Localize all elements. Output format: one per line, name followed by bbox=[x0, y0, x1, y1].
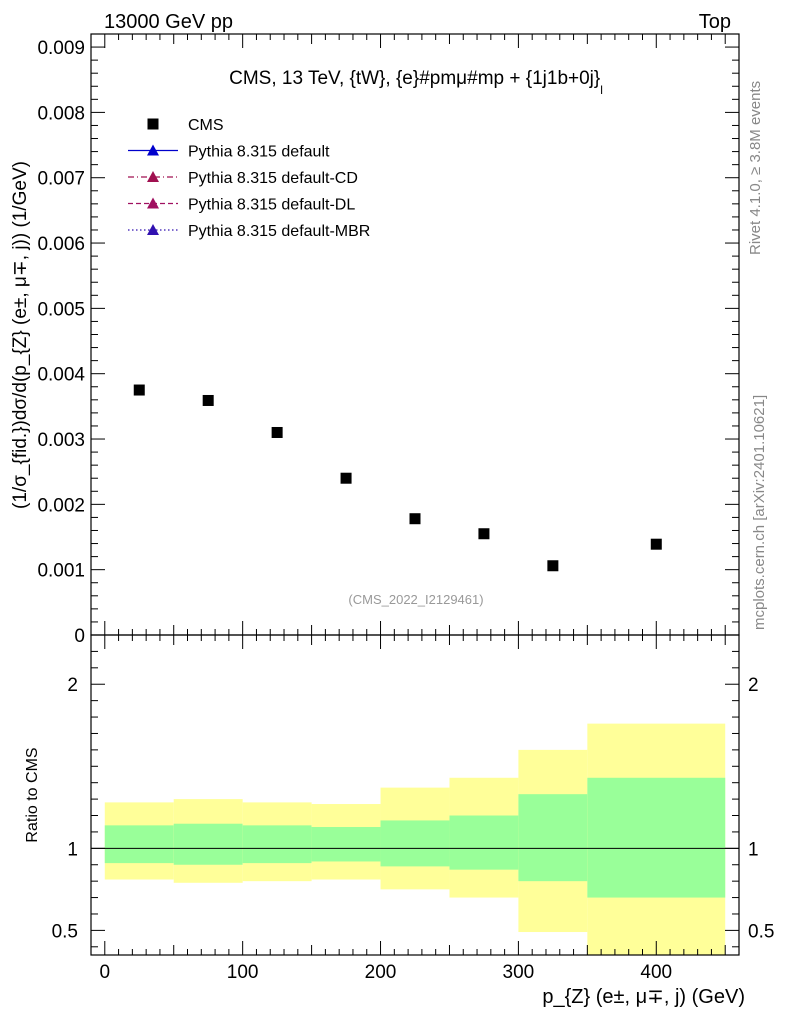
ratio-y-tick-label-right: 1 bbox=[748, 839, 759, 860]
data-point bbox=[340, 472, 352, 484]
data-point bbox=[202, 394, 214, 406]
ratio-frame bbox=[90, 634, 740, 956]
main-panel: 0 0.001 0.002 0.003 0.004 0.005 0.006 0.007 0.00… bbox=[10, 33, 740, 647]
main-y-tick-label: 0.004 bbox=[37, 365, 85, 386]
x-axis-label: p_{Z} (e±, μ∓, j) (GeV) bbox=[542, 986, 745, 1008]
main-y-tick-label: 0 bbox=[74, 626, 85, 647]
main-y-tick-label: 0.006 bbox=[37, 234, 85, 255]
main-y-axis-label: (1/σ_{fid.})dσ/d(p_{Z} (e±, μ∓, j)) (1/G… bbox=[10, 161, 31, 509]
x-tick-label: 300 bbox=[503, 962, 535, 983]
main-y-tick-label: 0.009 bbox=[37, 38, 85, 59]
x-tick-label: 0 bbox=[99, 962, 110, 983]
ratio-inner-band bbox=[380, 820, 450, 867]
x-tick-label: 200 bbox=[365, 962, 397, 983]
analysis-watermark: (CMS_2022_I2129461) bbox=[348, 592, 483, 607]
data-point bbox=[650, 538, 662, 550]
data-point bbox=[409, 513, 421, 525]
legend-marker-triangle bbox=[147, 197, 159, 209]
ratio-y-tick-label-right: 2 bbox=[748, 675, 759, 696]
ratio-inner-band bbox=[173, 823, 243, 865]
legend-label: Pythia 8.315 default-CD bbox=[188, 170, 358, 187]
header-right: Top bbox=[699, 11, 731, 33]
legend-label: CMS bbox=[188, 117, 224, 134]
main-y-ticks: 0 0.001 0.002 0.003 0.004 0.005 0.006 0.007 0.00… bbox=[37, 38, 739, 647]
ratio-y-tick-label: 0.5 bbox=[52, 921, 78, 942]
ratio-panel: 0.5 0.5 1 1 2 2 0 100 200 300 400 Ratio to CMS p_… bbox=[24, 634, 774, 1008]
legend-marker-triangle bbox=[147, 144, 159, 156]
legend-marker-square bbox=[147, 118, 159, 130]
main-y-tick-label: 0.007 bbox=[37, 169, 85, 190]
ratio-y-tick-label: 1 bbox=[67, 839, 78, 860]
legend-label: Pythia 8.315 default bbox=[188, 144, 330, 161]
ratio-inner-band bbox=[104, 825, 174, 864]
main-y-tick-label: 0.005 bbox=[37, 299, 85, 320]
x-tick-label: 100 bbox=[227, 962, 259, 983]
ratio-inner-band bbox=[587, 777, 726, 898]
main-y-tick-label: 0.002 bbox=[37, 495, 85, 516]
ratio-inner-band bbox=[311, 827, 381, 862]
ratio-y-tick-label-right: 0.5 bbox=[748, 921, 774, 942]
ratio-x-ticks: 0 100 200 300 400 bbox=[99, 635, 726, 983]
main-y-tick-label: 0.003 bbox=[37, 430, 85, 451]
ratio-bands bbox=[104, 723, 726, 955]
ratio-inner-band bbox=[242, 825, 312, 864]
x-tick-label: 400 bbox=[640, 962, 672, 983]
data-point bbox=[271, 426, 283, 438]
plot-title-text: CMS, 13 TeV, {tW}, {e}#pmμ#mp + {1j1b+0j… bbox=[229, 68, 600, 89]
data-point bbox=[547, 560, 559, 572]
main-y-tick-label: 0.001 bbox=[37, 561, 85, 582]
ratio-inner-band bbox=[449, 815, 519, 870]
mcplots-reference-label: mcplots.cern.ch [arXiv:2401.10621] bbox=[751, 395, 768, 630]
main-y-tick-label: 0.008 bbox=[37, 103, 85, 124]
legend-label: Pythia 8.315 default-DL bbox=[188, 197, 355, 214]
legend-label: Pythia 8.315 default-MBR bbox=[188, 223, 370, 240]
rivet-version-label: Rivet 4.1.0, ≥ 3.8M events bbox=[747, 81, 764, 255]
ratio-inner-band bbox=[518, 794, 588, 882]
ratio-y-axis-label: Ratio to CMS bbox=[24, 747, 41, 842]
main-x-ticks bbox=[104, 34, 726, 635]
legend-marker-triangle bbox=[147, 224, 159, 235]
legend-marker-triangle bbox=[147, 171, 159, 182]
header-left: 13000 GeV pp bbox=[104, 11, 233, 33]
ratio-y-ticks: 0.5 0.5 1 1 2 2 bbox=[52, 650, 774, 948]
ratio-y-tick-label: 2 bbox=[67, 675, 78, 696]
data-point bbox=[133, 384, 145, 396]
legend: CMS Pythia 8.315 default Pythia 8.315 defa… bbox=[128, 117, 370, 240]
data-point bbox=[478, 528, 490, 540]
plot-title-subscript: l bbox=[600, 83, 603, 97]
data-points bbox=[133, 384, 662, 572]
plot-title: CMS, 13 TeV, {tW}, {e}#pmμ#mp + {1j1b+0j… bbox=[229, 68, 603, 97]
